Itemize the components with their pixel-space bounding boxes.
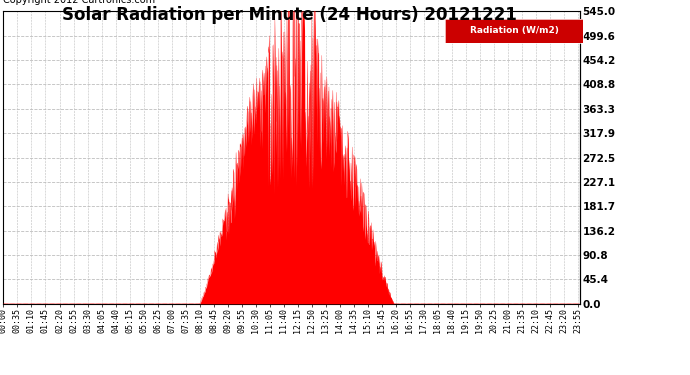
Text: Radiation (W/m2): Radiation (W/m2) bbox=[470, 26, 558, 36]
Text: Copyright 2012 Cartronics.com: Copyright 2012 Cartronics.com bbox=[3, 0, 155, 5]
Text: Solar Radiation per Minute (24 Hours) 20121221: Solar Radiation per Minute (24 Hours) 20… bbox=[62, 6, 518, 24]
